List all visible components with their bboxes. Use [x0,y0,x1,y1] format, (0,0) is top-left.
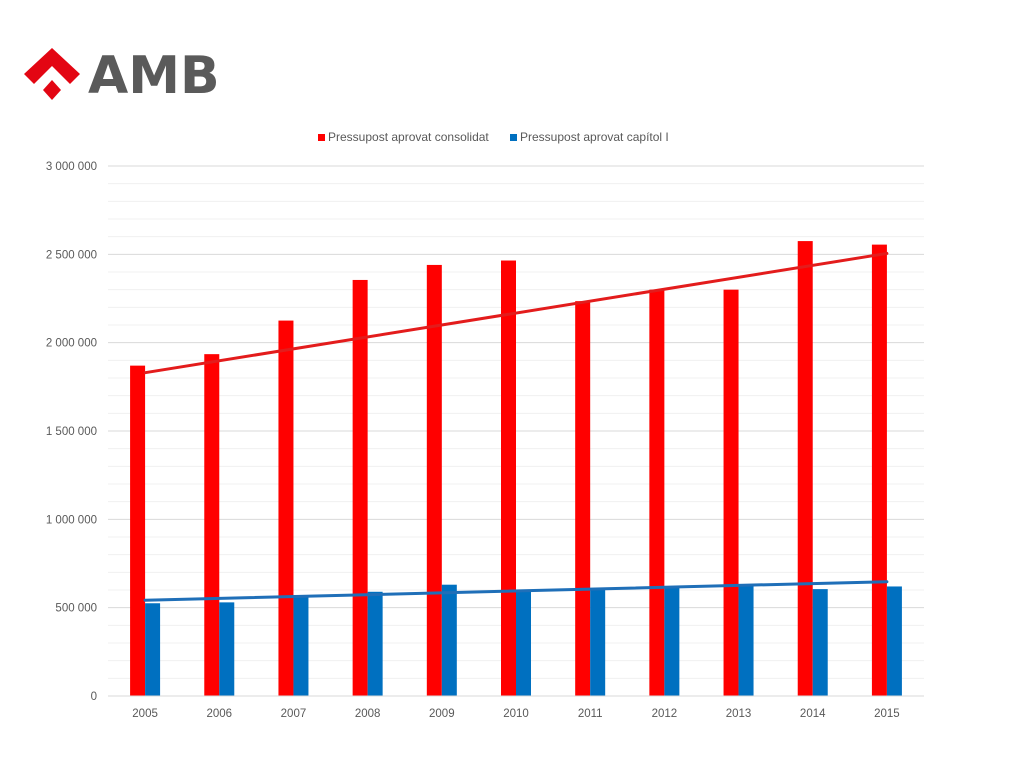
bar-capitol-i [441,584,457,696]
bar-consolidat [797,241,813,697]
legend-swatch [318,134,325,141]
y-tick-label: 3 000 000 [46,161,97,173]
bar-capitol-i [293,596,309,696]
x-tick-label: 2011 [578,708,603,720]
bar-consolidat [871,244,887,696]
bar-consolidat [130,365,146,696]
trendlines [143,251,889,602]
bar-consolidat [575,301,591,696]
amb-logo: AMB [20,44,220,108]
amb-logo-mark-icon [24,48,80,100]
x-tick-label: 2006 [206,708,232,720]
bars [130,241,902,697]
legend: Pressupost aprovat consolidat Pressupost … [318,130,669,144]
bar-capitol-i [738,585,754,696]
x-tick-label: 2012 [652,708,678,720]
x-axis: 2005 2006 2007 2008 2009 2010 2011 2012 2013 2014… [108,695,924,720]
x-tick-label: 2005 [132,708,158,720]
bar-consolidat [649,289,665,696]
bar-capitol-i [664,586,680,696]
y-tick-label: 1 500 000 [46,426,97,438]
y-tick-label: 2 500 000 [46,249,97,261]
y-tick-label: 1 000 000 [46,514,97,526]
bar-capitol-i [516,590,531,696]
trendline-capitol-i [143,580,889,602]
bar-capitol-i [367,591,383,696]
bar-consolidat [426,264,442,696]
bar-capitol-i [886,586,902,696]
x-tick-label: 2010 [503,708,529,720]
bar-capitol-i [219,602,235,696]
bar-capitol-i [812,589,828,696]
bar-capitol-i [590,588,606,696]
y-tick-label: 500 000 [55,603,97,615]
bar-consolidat [723,289,739,696]
legend-swatch [510,134,517,141]
legend-item-consolidat: Pressupost aprovat consolidat [318,130,489,144]
trendline-consolidat [143,251,889,375]
x-tick-label: 2013 [726,708,752,720]
x-tick-label: 2014 [800,708,826,720]
legend-label: Pressupost aprovat consolidat [328,130,489,144]
x-tick-label: 2009 [429,708,455,720]
legend-item-capitol-i: Pressupost aprovat capítol I [510,130,669,144]
bar-consolidat [352,279,368,696]
bar-capitol-i [145,603,161,696]
y-tick-label: 2 000 000 [46,338,97,350]
x-tick-label: 2008 [355,708,381,720]
y-tick-label: 0 [91,691,97,703]
amb-logo-text: AMB [88,46,220,106]
bar-consolidat [278,320,294,696]
bar-consolidat [204,354,220,696]
legend-label: Pressupost aprovat capítol I [520,130,669,144]
y-axis-tick-labels: 0 500 000 1 000 000 1 500 000 2 000 000 2 500… [46,161,97,703]
x-tick-label: 2007 [281,708,307,720]
x-tick-label: 2015 [874,708,900,720]
bar-consolidat [501,260,516,696]
